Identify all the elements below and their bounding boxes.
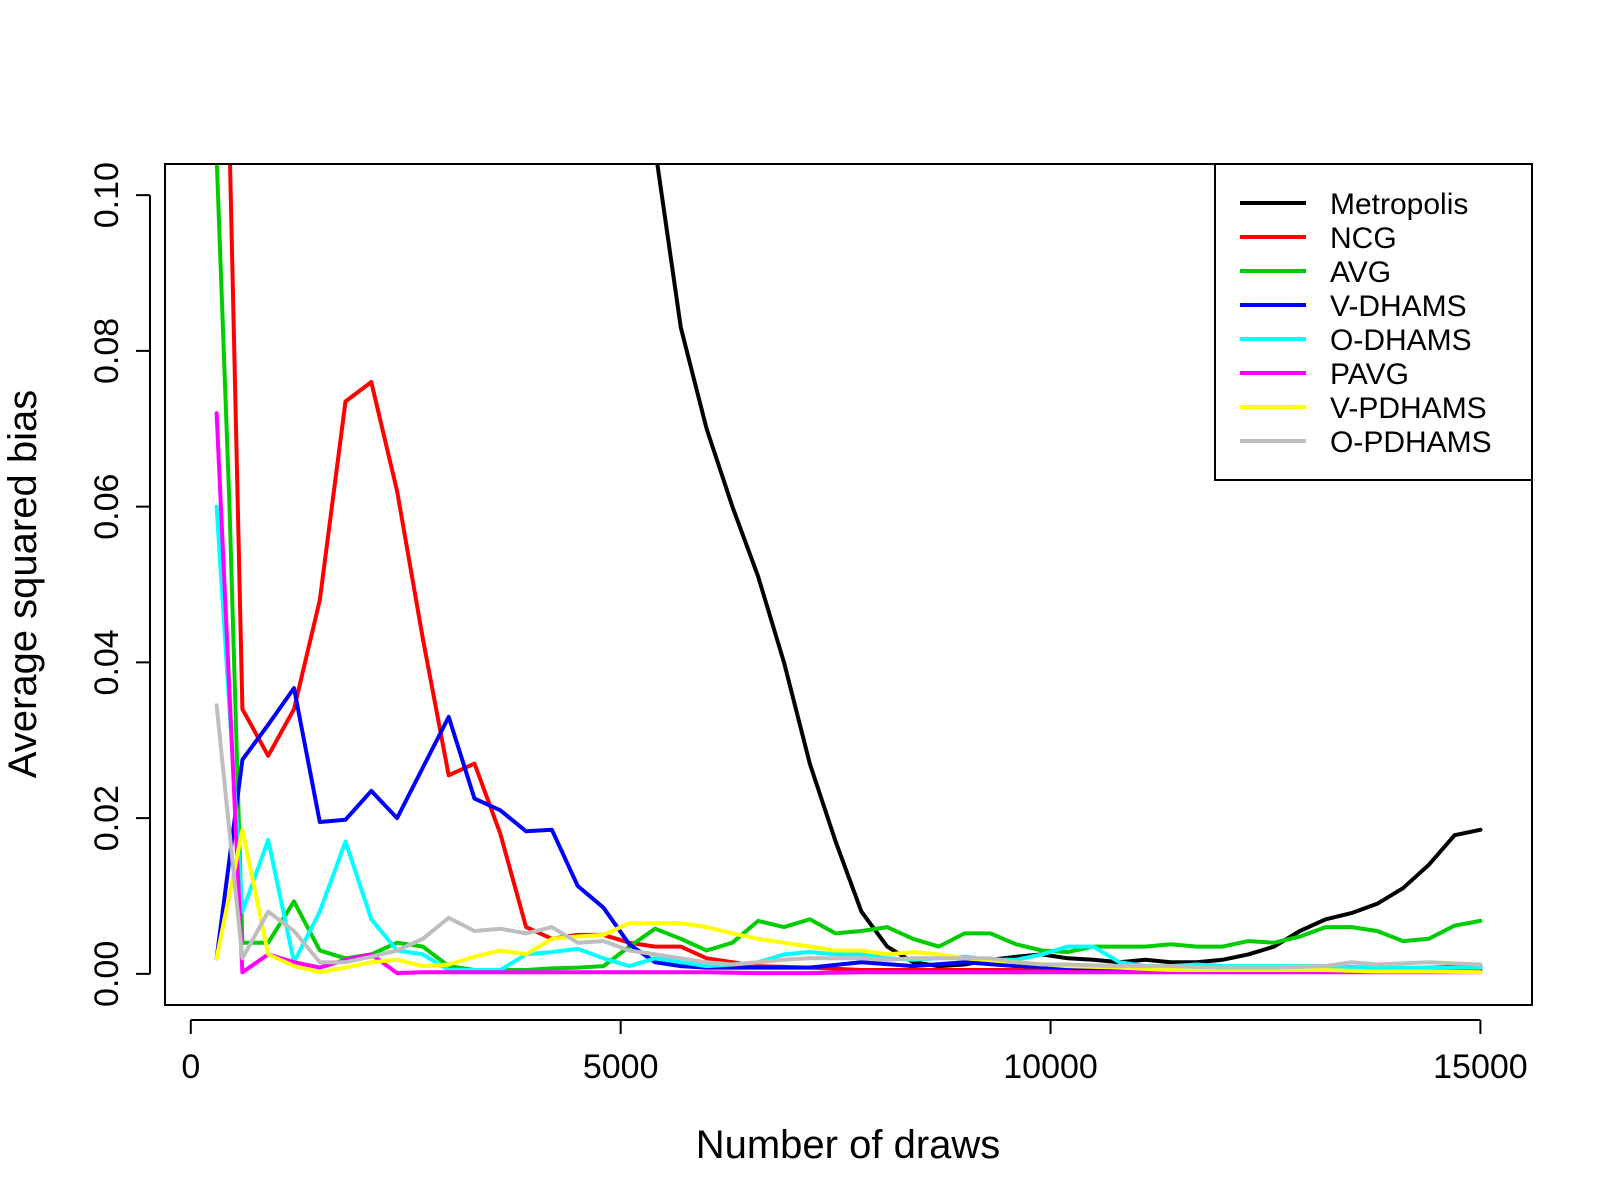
x-axis: 0 5000 10000 15000 <box>181 1019 1528 1086</box>
legend-label: PAVG <box>1330 358 1409 391</box>
legend: MetropolisNCGAVGV-DHAMSO-DHAMSPAVGV-PDHA… <box>1214 163 1533 481</box>
series-line-v-pdhams <box>214 827 1483 975</box>
legend-label: O-PDHAMS <box>1330 426 1492 459</box>
legend-label: AVG <box>1330 256 1391 289</box>
x-tick-label: 10000 <box>1003 1048 1098 1086</box>
y-tick-label: 0.02 <box>88 785 126 851</box>
y-tick-label: 0.08 <box>88 318 126 384</box>
y-axis-title: Average squared bias <box>1 390 45 778</box>
x-tick-label: 0 <box>181 1048 200 1086</box>
series-line-avg <box>214 164 1483 972</box>
legend-box <box>1214 163 1533 481</box>
x-axis-title: Number of draws <box>696 1123 1001 1167</box>
series-line-metropolis <box>655 164 1483 969</box>
legend-label: NCG <box>1330 222 1397 255</box>
y-tick-label: 0.00 <box>88 941 126 1007</box>
series-layer <box>214 164 1483 976</box>
x-tick-label: 15000 <box>1433 1048 1528 1086</box>
legend-label: Metropolis <box>1330 188 1468 221</box>
y-tick-label: 0.06 <box>88 474 126 540</box>
y-tick-label: 0.10 <box>88 162 126 228</box>
series-line-o-pdhams <box>214 703 1483 970</box>
legend-label: V-PDHAMS <box>1330 392 1487 425</box>
legend-label: O-DHAMS <box>1330 324 1472 357</box>
y-axis: 0.00 0.02 0.04 0.06 0.08 0.10 <box>88 162 151 1007</box>
legend-label: V-DHAMS <box>1330 290 1467 323</box>
y-tick-label: 0.04 <box>88 629 126 695</box>
x-tick-label: 5000 <box>583 1048 659 1086</box>
plot-frame <box>164 163 1533 1006</box>
